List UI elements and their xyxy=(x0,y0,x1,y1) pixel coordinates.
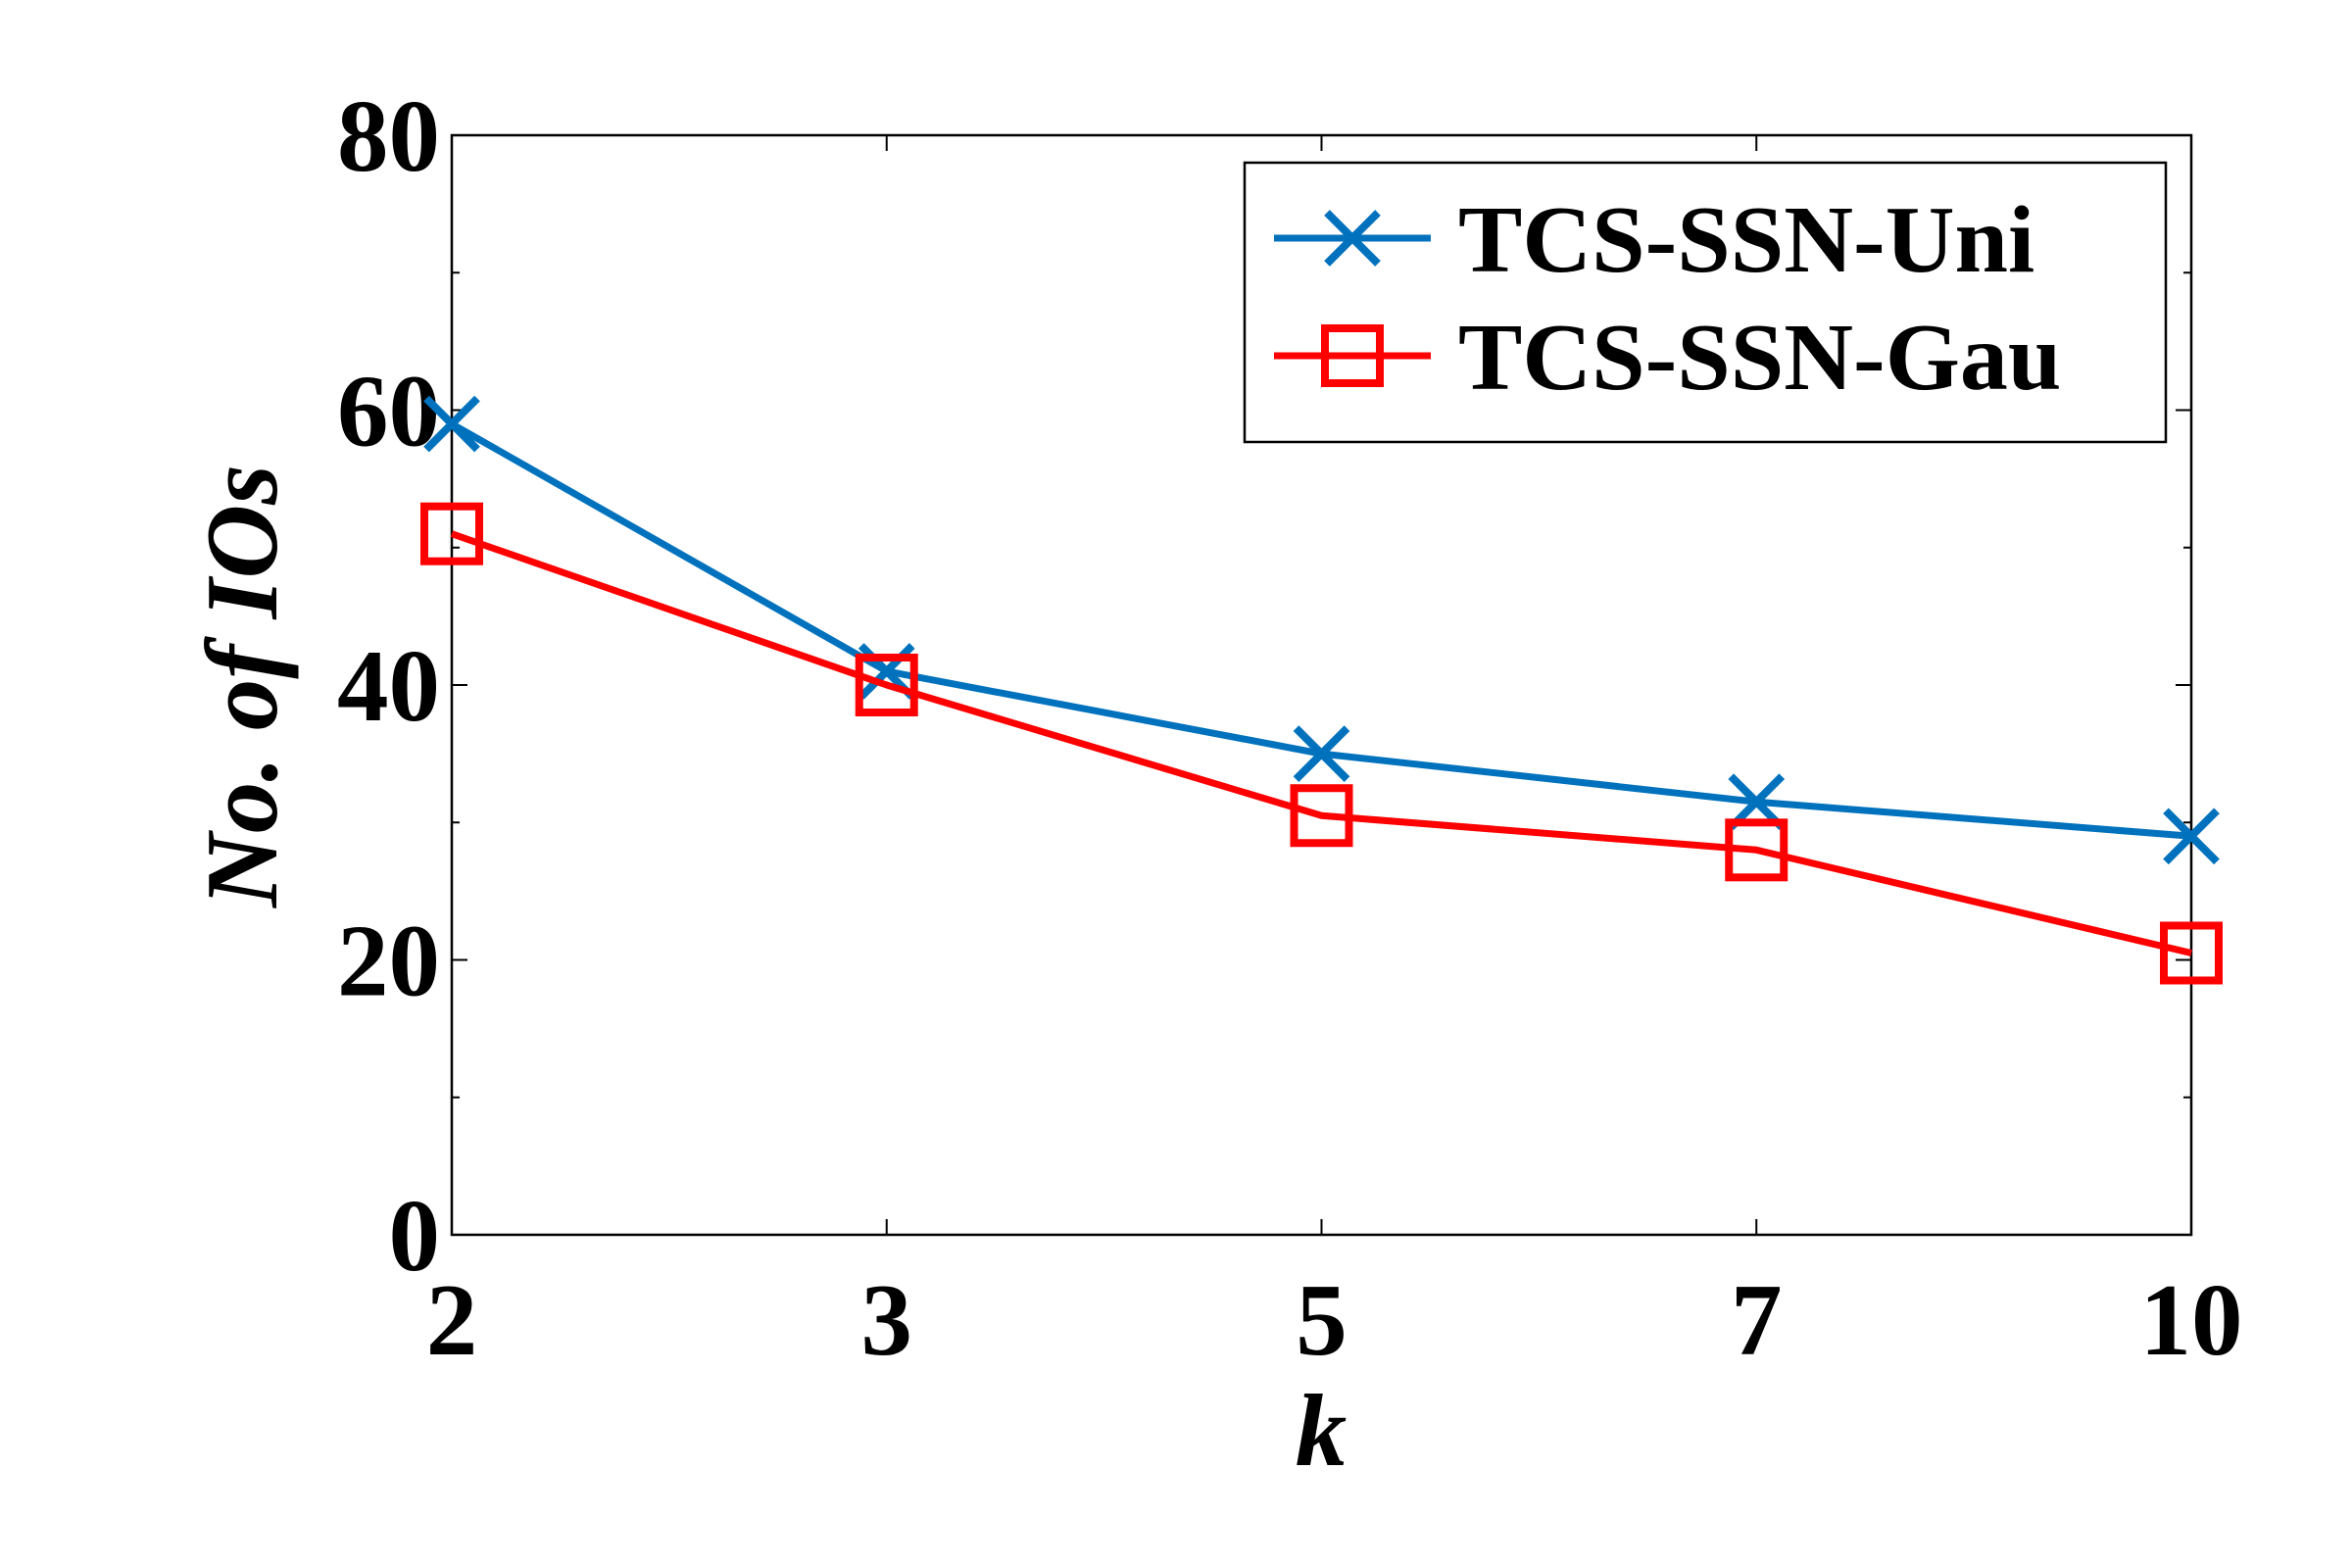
x-tick-label: 3 xyxy=(861,1262,913,1377)
legend-label: TCS-SSN-Uni xyxy=(1458,187,2034,293)
legend-entry: TCS-SSN-Gau xyxy=(1274,305,2061,411)
x-tick-labels: 2 3 5 7 10 xyxy=(426,1262,2243,1377)
y-tick-label: 60 xyxy=(337,354,440,468)
data-point-marker xyxy=(855,654,918,716)
y-axis-title: No. of IOs xyxy=(184,465,299,908)
series-line xyxy=(450,530,2192,956)
series-tcs-ssn-uni xyxy=(423,395,2220,865)
data-point-marker-stroke xyxy=(2163,808,2220,865)
x-axis-title: k xyxy=(1296,1373,1348,1488)
series-tcs-ssn-gau xyxy=(420,502,2223,985)
y-tick-label: 80 xyxy=(337,78,440,193)
data-point-marker xyxy=(1293,725,1350,782)
y-tick-label: 40 xyxy=(337,628,440,743)
y-tick-label: 0 xyxy=(389,1178,441,1293)
legend: TCS-SSN-Uni TCS-SSN-Gau xyxy=(1243,161,2168,444)
x-tick-label: 2 xyxy=(426,1262,478,1377)
data-point-marker xyxy=(2160,921,2223,985)
data-point-marker xyxy=(423,395,480,453)
x-tick-label: 7 xyxy=(1731,1262,1783,1377)
data-point-marker-stroke xyxy=(1293,725,1350,782)
legend-marker-stroke xyxy=(1324,210,1381,267)
data-point-marker xyxy=(1725,818,1788,882)
legend-marker xyxy=(1324,210,1381,267)
x-tick-label: 5 xyxy=(1296,1262,1348,1377)
y-tick-labels: 0 20 40 60 80 xyxy=(337,78,440,1293)
legend-marker xyxy=(1321,324,1384,387)
x-tick-label: 10 xyxy=(2140,1262,2243,1377)
y-tick-label: 20 xyxy=(337,904,440,1018)
data-point-marker xyxy=(1290,784,1353,848)
data-point-marker xyxy=(420,502,483,565)
legend-entry: TCS-SSN-Uni xyxy=(1274,187,2034,293)
legend-box xyxy=(1243,161,2168,444)
series-layer xyxy=(420,395,2223,985)
data-point-marker xyxy=(2163,808,2220,865)
data-point-marker-stroke xyxy=(423,395,480,453)
axis-ticks xyxy=(451,134,2192,1236)
legend-label: TCS-SSN-Gau xyxy=(1458,305,2061,411)
